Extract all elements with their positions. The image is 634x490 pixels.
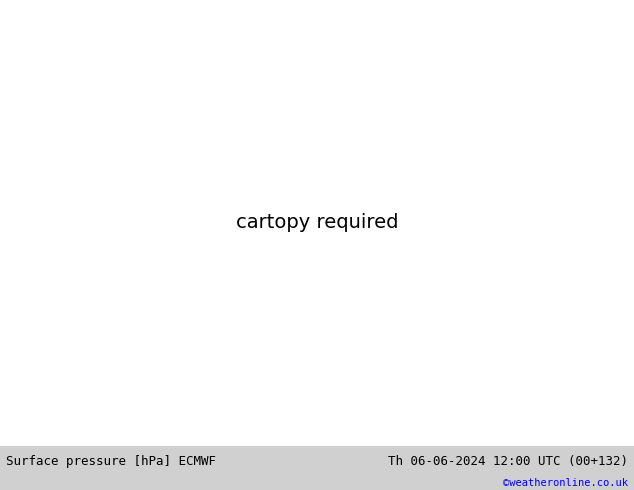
Text: cartopy required: cartopy required [236, 214, 398, 232]
Text: Th 06-06-2024 12:00 UTC (00+132): Th 06-06-2024 12:00 UTC (00+132) [387, 455, 628, 468]
Text: ©weatheronline.co.uk: ©weatheronline.co.uk [503, 478, 628, 489]
Text: Surface pressure [hPa] ECMWF: Surface pressure [hPa] ECMWF [6, 455, 216, 468]
